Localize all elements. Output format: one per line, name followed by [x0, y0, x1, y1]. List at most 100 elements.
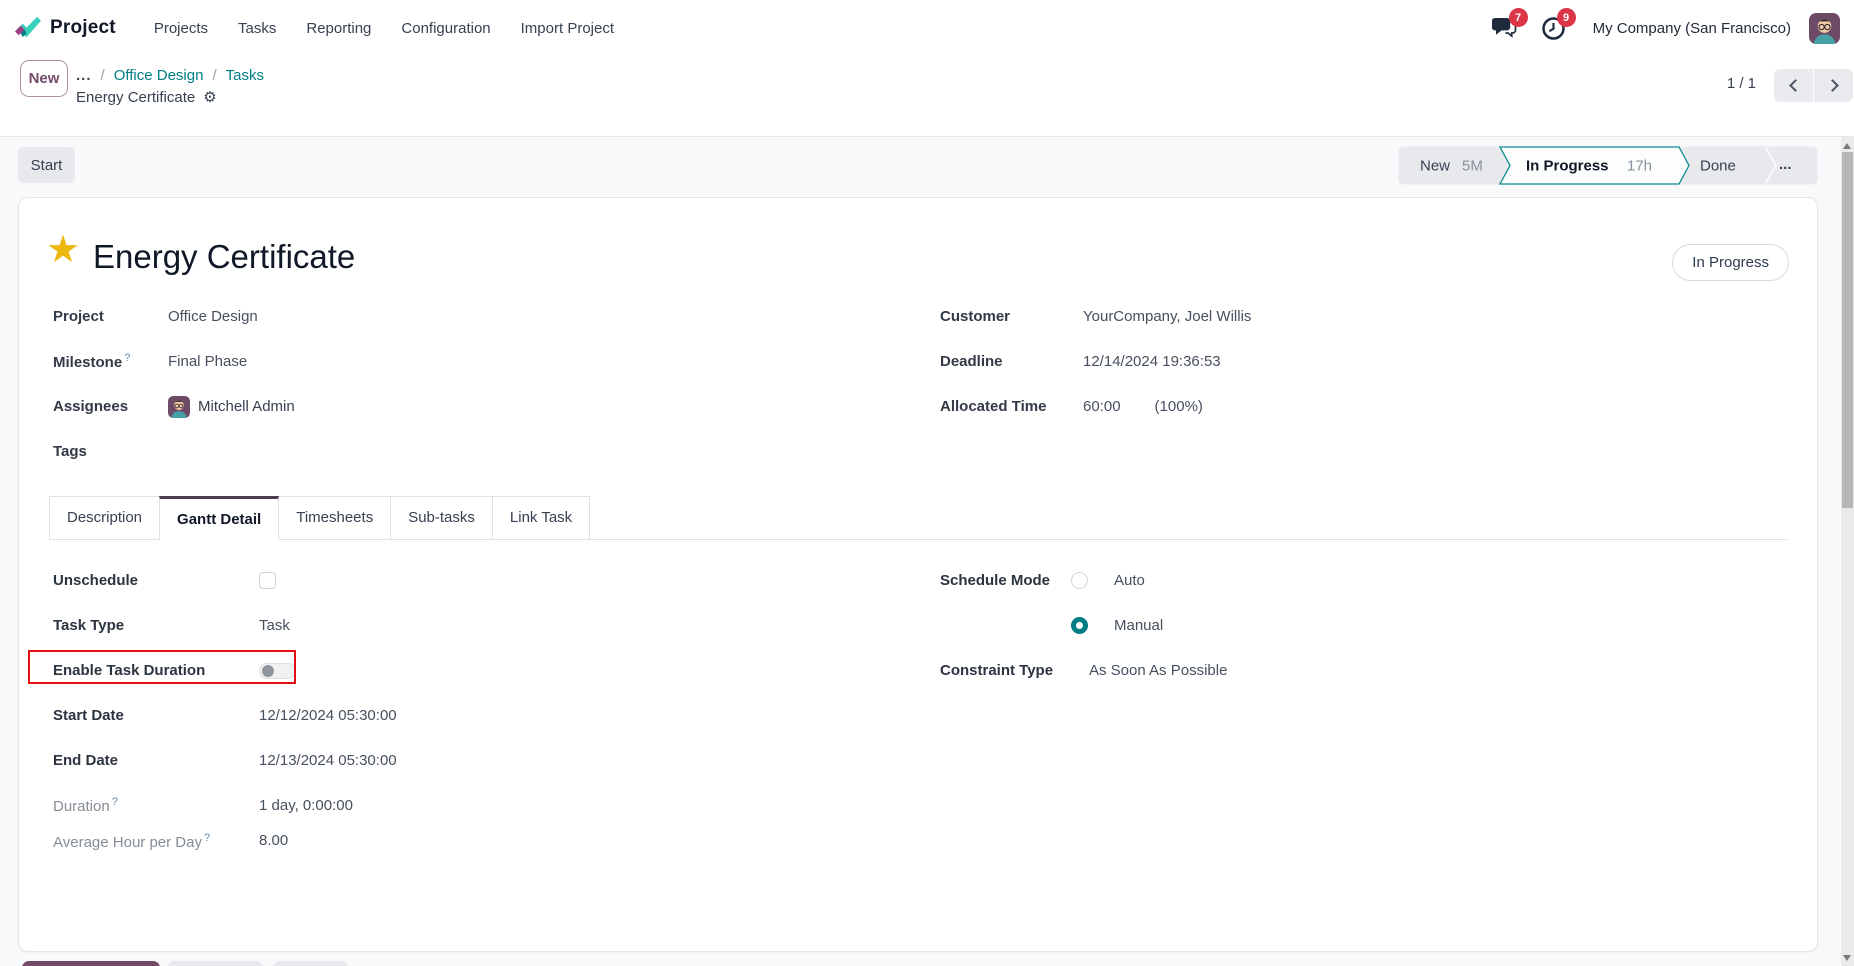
unschedule-checkbox[interactable] [259, 572, 276, 589]
field-row-schedule-mode: Schedule Mode Auto [940, 558, 1700, 603]
assignee-avatar [168, 395, 190, 418]
menu-configuration[interactable]: Configuration [401, 19, 491, 37]
end-date-value[interactable]: 12/13/2024 05:30:00 [259, 752, 397, 769]
gantt-detail-panel: Unschedule Task Type Task Enable Task Du… [53, 558, 1783, 890]
scrollbar-down-arrow[interactable] [1843, 955, 1851, 961]
toggle-knob [262, 664, 274, 677]
field-row-allocated-time: Allocated Time 60:00 (100%) [940, 384, 1690, 429]
send-message-button-partial[interactable] [22, 961, 160, 966]
pager-next-button[interactable] [1814, 69, 1853, 102]
schedule-mode-auto-label[interactable]: Auto [1114, 572, 1145, 589]
avatar-image [1809, 12, 1840, 44]
activities-button[interactable]: 9 [1539, 8, 1576, 43]
start-date-label: Start Date [53, 707, 124, 724]
constraint-type-value[interactable]: As Soon As Possible [1089, 662, 1228, 679]
field-row-schedule-mode-manual: Manual [940, 603, 1700, 648]
schedule-mode-manual-label[interactable]: Manual [1114, 617, 1164, 634]
field-row-assignees: Assignees Mitchell [53, 384, 1783, 429]
stage-done-label[interactable]: Done [1700, 158, 1736, 175]
company-switcher[interactable]: My Company (San Francisco) [1592, 19, 1791, 37]
new-record-button[interactable]: New [20, 60, 68, 97]
breadcrumb-current: Energy Certificate [76, 89, 196, 106]
stage-statusbar: New 5M In Progress 17h Done ... [1398, 146, 1818, 185]
activities-button-partial[interactable] [273, 961, 348, 966]
vertical-scrollbar[interactable] [1841, 137, 1854, 966]
field-row-start-date: Start Date 12/12/2024 05:30:00 [53, 693, 1783, 738]
field-row-unschedule: Unschedule [53, 558, 1783, 603]
user-avatar[interactable] [1809, 12, 1840, 44]
clock-icon [1542, 16, 1565, 40]
top-navbar: Project Projects Tasks Reporting Configu… [0, 0, 1854, 56]
tab-sub-tasks[interactable]: Sub-tasks [390, 496, 493, 539]
field-row-constraint-type: Constraint Type As Soon As Possible [940, 648, 1700, 693]
breadcrumb-link-tasks[interactable]: Tasks [225, 67, 264, 84]
field-row-tags: Tags [53, 429, 1783, 474]
messages-button[interactable]: 7 [1491, 8, 1528, 43]
task-title[interactable]: Energy Certificate [93, 238, 356, 275]
duration-value: 1 day, 0:00:00 [259, 797, 353, 814]
menu-reporting[interactable]: Reporting [306, 19, 372, 37]
enable-task-duration-toggle[interactable] [259, 662, 296, 679]
duration-label: Duration? [53, 796, 118, 815]
gantt-column-left: Unschedule Task Type Task Enable Task Du… [53, 558, 1783, 890]
stage-new-label[interactable]: New [1420, 158, 1450, 175]
schedule-mode-label: Schedule Mode [940, 572, 1051, 589]
tab-timesheets[interactable]: Timesheets [278, 496, 392, 539]
tags-label: Tags [53, 443, 87, 460]
allocated-time-value[interactable]: 60:00 [1083, 398, 1121, 415]
field-row-customer: Customer YourCompany, Joel Willis [940, 294, 1690, 339]
menu-import-project[interactable]: Import Project [520, 19, 615, 37]
assignee-tag[interactable]: Mitchell Admin [168, 395, 295, 418]
chevron-left-icon [1788, 79, 1802, 92]
field-row-duration: Duration? 1 day, 0:00:00 [53, 783, 1783, 828]
scrollbar-up-arrow[interactable] [1843, 143, 1851, 149]
start-date-value[interactable]: 12/12/2024 05:30:00 [259, 707, 397, 724]
stage-overflow-label[interactable]: ... [1779, 156, 1792, 173]
end-date-label: End Date [53, 752, 119, 769]
menu-projects[interactable]: Projects [153, 19, 209, 37]
assignees-label: Assignees [53, 398, 129, 415]
kanban-state-badge[interactable]: In Progress [1672, 244, 1789, 281]
unschedule-label: Unschedule [53, 572, 139, 589]
gear-icon[interactable]: ⚙ [203, 89, 217, 106]
breadcrumb-overflow[interactable]: ... [76, 67, 92, 84]
customer-value[interactable]: YourCompany, Joel Willis [1083, 308, 1252, 325]
project-value[interactable]: Office Design [168, 308, 258, 325]
pager-previous-button[interactable] [1774, 69, 1813, 102]
breadcrumb: ... / Office Design / Tasks Energy Certi… [76, 65, 264, 109]
field-column-left: Project Office Design Milestone? Final P… [53, 294, 1783, 474]
project-app-logo-icon [14, 16, 41, 37]
field-row-end-date: End Date 12/13/2024 05:30:00 [53, 738, 1783, 783]
milestone-value[interactable]: Final Phase [168, 353, 248, 370]
task-type-value[interactable]: Task [259, 617, 290, 634]
start-button[interactable]: Start [18, 147, 75, 183]
tab-link-task[interactable]: Link Task [491, 496, 591, 539]
menu-tasks[interactable]: Tasks [238, 19, 277, 37]
breadcrumb-link-project[interactable]: Office Design [113, 67, 204, 84]
tab-description[interactable]: Description [49, 496, 161, 539]
app-name: Project [50, 17, 116, 38]
stage-in-progress-arrow[interactable] [1498, 146, 1690, 185]
stage-separator [1765, 147, 1777, 184]
priority-star-icon[interactable]: ★ [46, 229, 81, 271]
allocated-time-percent: (100%) [1154, 398, 1203, 415]
field-row-average-hour: Average Hour per Day? 8.00 [53, 828, 1783, 890]
schedule-mode-auto-radio[interactable] [1071, 572, 1088, 589]
constraint-type-label: Constraint Type [940, 662, 1054, 679]
tab-gantt-detail[interactable]: Gantt Detail [159, 496, 280, 540]
navbar-right: 7 9 My Company (San Francisco) [1491, 0, 1840, 56]
field-row-enable-task-duration: Enable Task Duration [53, 648, 1783, 693]
app-switcher[interactable]: Project [14, 15, 116, 42]
schedule-mode-manual-radio[interactable] [1071, 617, 1088, 634]
scrollbar-thumb[interactable] [1842, 152, 1853, 508]
enable-task-duration-label: Enable Task Duration [53, 662, 206, 679]
deadline-value[interactable]: 12/14/2024 19:36:53 [1083, 353, 1221, 370]
stage-in-progress-label[interactable]: In Progress [1526, 158, 1609, 175]
duration-help-icon: ? [111, 796, 118, 808]
average-hour-value[interactable]: 8.00 [259, 832, 289, 849]
milestone-help-icon: ? [124, 352, 131, 364]
breadcrumb-separator: / [100, 67, 105, 84]
log-note-button-partial[interactable] [168, 961, 263, 966]
messages-count-badge: 7 [1508, 8, 1528, 27]
task-type-label: Task Type [53, 617, 125, 634]
